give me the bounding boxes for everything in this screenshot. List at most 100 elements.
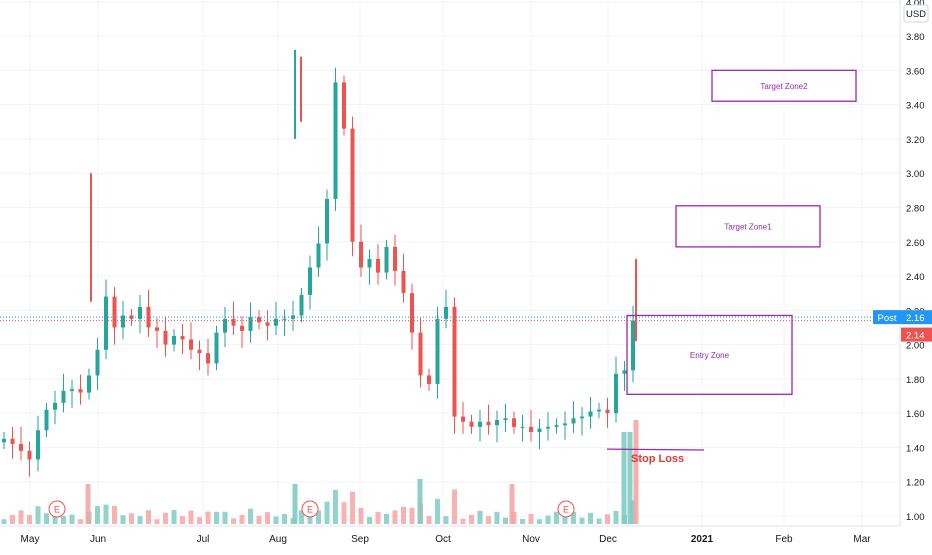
entry-zone-box[interactable] bbox=[626, 314, 793, 395]
stop-loss-line[interactable] bbox=[606, 448, 705, 451]
candle-body bbox=[44, 409, 49, 431]
x-tick-label: Aug bbox=[269, 534, 287, 545]
candle-body bbox=[367, 258, 372, 268]
volume-bar bbox=[435, 498, 440, 524]
candle-body bbox=[384, 246, 389, 273]
volume-bar bbox=[282, 514, 287, 524]
trade-zones[interactable]: Target Zone2 Target Zone1 Entry Zone Stop L… bbox=[606, 69, 857, 465]
candle-body bbox=[27, 450, 32, 460]
time-axis-bg bbox=[0, 526, 932, 550]
volume-bar bbox=[358, 508, 364, 524]
volume-bar bbox=[494, 511, 500, 524]
x-tick-label: 2021 bbox=[691, 534, 714, 545]
target-zone2-box[interactable] bbox=[711, 69, 857, 102]
candle-body bbox=[427, 375, 431, 385]
candle-body bbox=[503, 418, 508, 421]
volume-bar bbox=[588, 512, 593, 524]
post-label-bg bbox=[873, 310, 901, 325]
candle-body bbox=[605, 409, 610, 414]
candle-body bbox=[418, 332, 423, 376]
candle-body bbox=[571, 418, 576, 424]
volume-bars bbox=[1, 420, 639, 524]
candle-body bbox=[316, 243, 321, 268]
stop-loss-label: Stop Loss bbox=[631, 453, 684, 465]
candle-body bbox=[214, 332, 219, 364]
candle-body bbox=[342, 82, 346, 129]
y-tick-label: 2.80 bbox=[906, 203, 925, 214]
volume-bar bbox=[154, 519, 160, 524]
candle-body bbox=[554, 425, 559, 427]
candle-body bbox=[580, 416, 584, 419]
candle-body bbox=[61, 390, 66, 403]
volume-bar bbox=[537, 519, 542, 524]
candle-body bbox=[19, 444, 23, 451]
candle-body bbox=[537, 428, 542, 433]
candle-body bbox=[622, 370, 627, 374]
volume-bar bbox=[103, 504, 109, 524]
volume-bar bbox=[401, 506, 406, 524]
volume-bar bbox=[460, 518, 466, 524]
volume-bar bbox=[120, 515, 126, 524]
candle-body bbox=[240, 325, 244, 331]
candle-body bbox=[546, 426, 550, 429]
volume-bar bbox=[545, 515, 551, 524]
volume-bar bbox=[571, 511, 576, 524]
candle-body bbox=[486, 421, 491, 426]
x-tick-label: Mar bbox=[853, 534, 871, 545]
volume-bar bbox=[10, 514, 15, 524]
candle-body bbox=[197, 349, 202, 354]
volume-bar bbox=[27, 515, 32, 524]
volume-bar bbox=[214, 511, 219, 524]
last-price-bg bbox=[901, 327, 932, 342]
target-zone1-label: Target Zone1 bbox=[724, 222, 772, 231]
time-axis[interactable]: May Jun Jul Aug Sep Oct Nov Dec 2021 Feb Mar bbox=[0, 525, 932, 550]
candle-body bbox=[588, 411, 593, 417]
earnings-marker[interactable]: E bbox=[48, 500, 66, 518]
earnings-marker[interactable]: E bbox=[557, 500, 575, 518]
currency-badge[interactable]: USD bbox=[903, 4, 929, 23]
y-tick-label: 1.60 bbox=[906, 409, 925, 420]
y-tick-label: 1.40 bbox=[906, 443, 925, 454]
candle-body bbox=[401, 270, 406, 294]
volume-bar bbox=[222, 511, 228, 524]
y-tick-label: 1.80 bbox=[906, 375, 925, 386]
candle-body bbox=[257, 317, 261, 323]
earnings-circle bbox=[301, 500, 319, 518]
volume-bar bbox=[307, 513, 313, 524]
volume-bar bbox=[630, 500, 636, 524]
price-axis[interactable]: 1.001.201.401.601.802.002.202.402.602.80… bbox=[873, 0, 932, 550]
candle-body bbox=[248, 317, 253, 331]
volume-bar bbox=[503, 517, 508, 524]
y-tick-label: 3.40 bbox=[906, 101, 925, 112]
volume-bar bbox=[239, 514, 245, 524]
target-zone1-box[interactable] bbox=[675, 205, 821, 248]
candle-body bbox=[36, 430, 40, 460]
volume-spike bbox=[292, 484, 298, 524]
candle-body bbox=[452, 306, 457, 417]
earnings-letter: E bbox=[563, 505, 569, 515]
volume-bar bbox=[350, 491, 355, 524]
price-lines bbox=[0, 316, 900, 322]
candle-body bbox=[512, 418, 516, 427]
earnings-marker[interactable]: E bbox=[301, 500, 319, 518]
candle-body bbox=[469, 421, 474, 427]
post-label: Post bbox=[877, 313, 896, 324]
y-tick-label: 3.20 bbox=[906, 135, 925, 146]
volume-bar bbox=[613, 510, 619, 524]
volume-bar bbox=[392, 510, 398, 524]
x-tick-label: Jun bbox=[90, 534, 106, 545]
earnings-circle bbox=[48, 500, 66, 518]
volume-bar bbox=[477, 510, 483, 524]
candle-body bbox=[597, 409, 601, 412]
volume-bar bbox=[35, 506, 41, 524]
candle-body bbox=[461, 416, 465, 422]
candle-body bbox=[78, 389, 83, 393]
last-price-badge[interactable]: 2.14 bbox=[901, 327, 932, 342]
post-price-badge[interactable]: Post 2.16 bbox=[873, 310, 932, 325]
candle-body bbox=[95, 349, 100, 376]
volume-bar bbox=[188, 510, 194, 524]
candle-body bbox=[410, 293, 414, 333]
